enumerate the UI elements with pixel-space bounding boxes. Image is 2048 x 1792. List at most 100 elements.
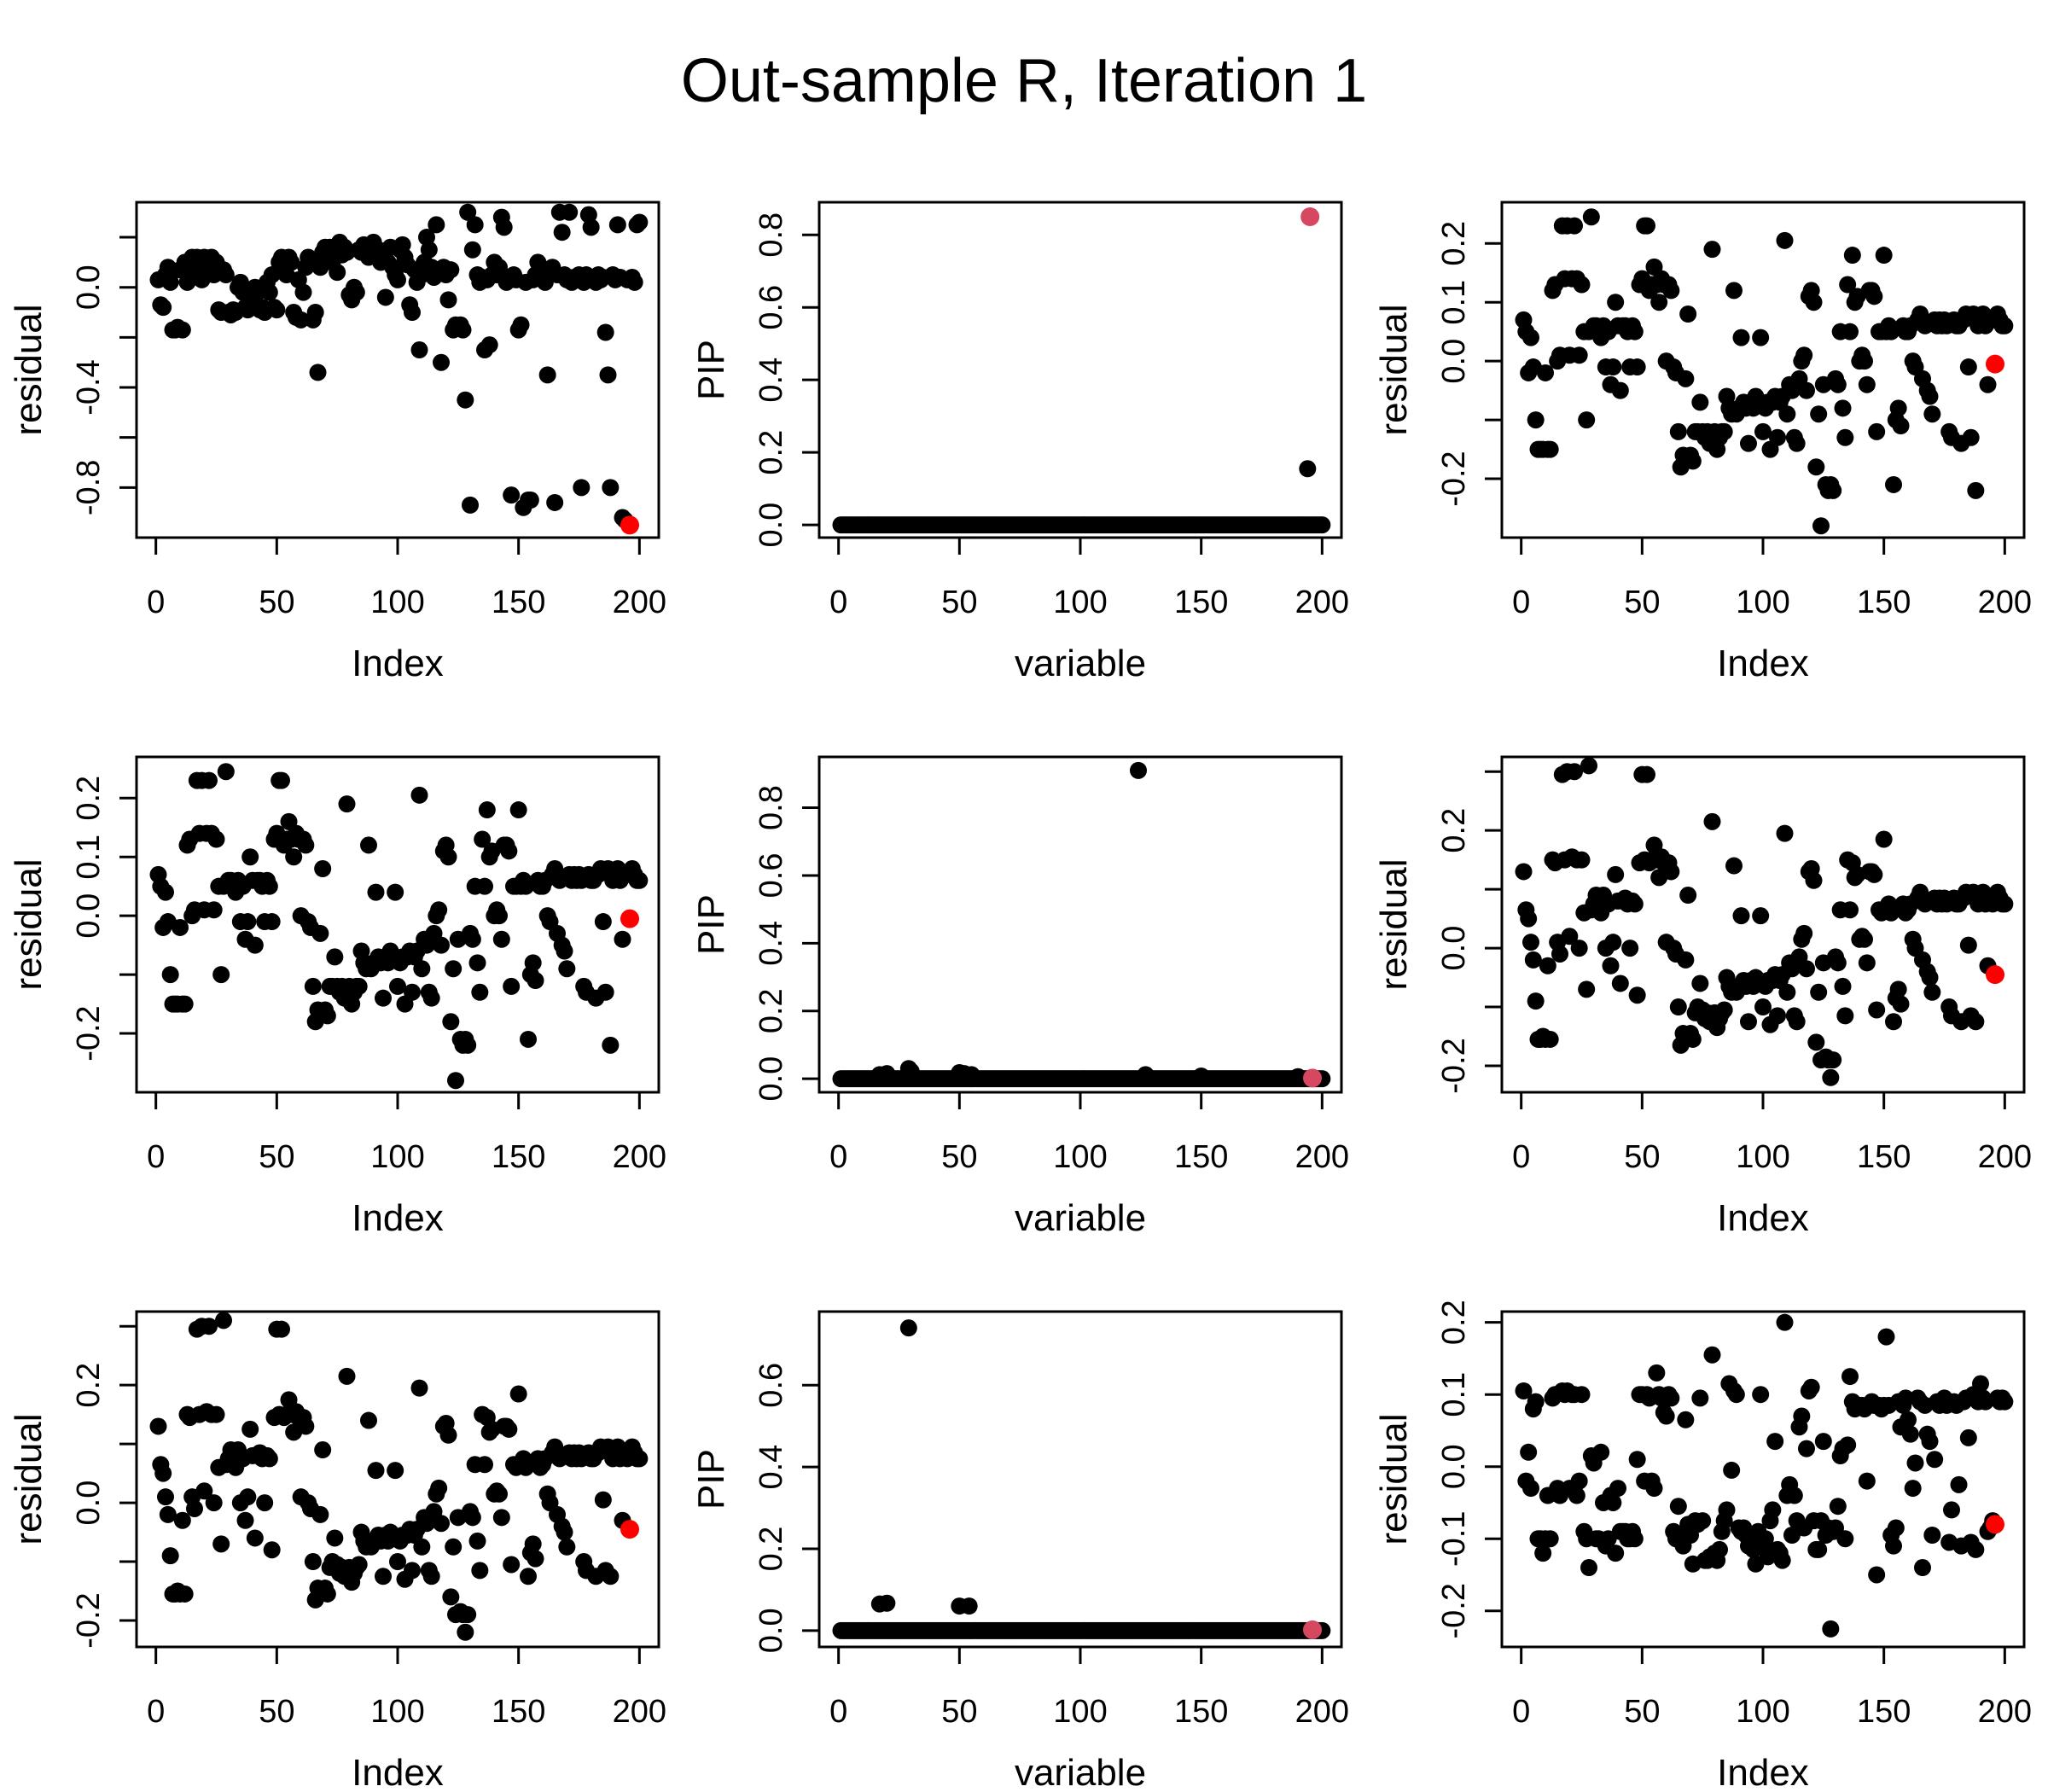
svg-text:Index: Index bbox=[352, 1197, 444, 1237]
svg-text:Index: Index bbox=[352, 1752, 444, 1792]
svg-text:0.6: 0.6 bbox=[753, 853, 789, 899]
svg-text:0.2: 0.2 bbox=[753, 430, 789, 475]
svg-text:0.0: 0.0 bbox=[753, 1608, 789, 1653]
plot-8: 0 50 100 150 200 0.0 0.2 0.4 0.6 variable PIP bbox=[690, 1310, 1349, 1792]
svg-text:200: 200 bbox=[613, 1694, 666, 1730]
svg-text:PIP: PIP bbox=[690, 340, 732, 400]
svg-text:0.0: 0.0 bbox=[1436, 339, 1472, 384]
svg-text:-0.2: -0.2 bbox=[1436, 1038, 1472, 1093]
plot-cell: 0 50 100 150 200 0.2 0.1 0.0 -0.2 Index residual bbox=[1365, 128, 2048, 683]
svg-text:200: 200 bbox=[1295, 1139, 1349, 1175]
svg-text:0.4: 0.4 bbox=[753, 358, 789, 403]
svg-text:-0.4: -0.4 bbox=[71, 359, 107, 415]
svg-text:100: 100 bbox=[370, 1139, 424, 1175]
svg-text:50: 50 bbox=[259, 1139, 294, 1175]
svg-text:0.2: 0.2 bbox=[71, 1363, 107, 1408]
svg-text:100: 100 bbox=[1736, 1139, 1789, 1175]
svg-text:100: 100 bbox=[1736, 1694, 1789, 1730]
plot-cell: 0 50 100 150 200 0.2 0.0 -0.2 Index residual bbox=[1365, 683, 2048, 1237]
svg-text:Index: Index bbox=[1717, 1197, 1809, 1237]
svg-text:0: 0 bbox=[1512, 585, 1530, 620]
svg-text:0.6: 0.6 bbox=[753, 1363, 789, 1408]
svg-text:residual: residual bbox=[8, 1413, 49, 1545]
plot-2: 0 50 100 150 200 0.0 0.2 0.4 0.6 0.8 variable PIP bbox=[690, 201, 1349, 683]
svg-text:-0.2: -0.2 bbox=[1436, 451, 1472, 506]
plot-cell: 0 50 100 150 200 0.2 0.0 -0.2 Index residual bbox=[0, 1237, 683, 1792]
plot-cell: 0 50 100 150 200 0.0 0.2 0.4 0.6 0.8 variable PIP bbox=[683, 128, 1365, 683]
svg-text:0.2: 0.2 bbox=[1436, 221, 1472, 266]
svg-text:150: 150 bbox=[1174, 1694, 1228, 1730]
svg-text:200: 200 bbox=[1978, 585, 2032, 620]
svg-text:200: 200 bbox=[613, 1139, 666, 1175]
svg-text:0.0: 0.0 bbox=[71, 893, 107, 939]
svg-text:200: 200 bbox=[613, 585, 666, 620]
plot-4: 0 50 100 150 200 0.2 0.1 0.0 -0.2 Index residual bbox=[8, 755, 666, 1237]
svg-text:residual: residual bbox=[1373, 1413, 1415, 1545]
svg-text:150: 150 bbox=[1174, 585, 1228, 620]
svg-text:0: 0 bbox=[1512, 1139, 1530, 1175]
svg-text:150: 150 bbox=[1174, 1139, 1228, 1175]
svg-text:100: 100 bbox=[1053, 585, 1107, 620]
plot-5: 0 50 100 150 200 0.0 0.2 0.4 0.6 0.8 variable PIP bbox=[690, 755, 1349, 1237]
svg-text:100: 100 bbox=[370, 1694, 424, 1730]
svg-text:-0.8: -0.8 bbox=[71, 460, 107, 515]
svg-text:0: 0 bbox=[829, 585, 847, 620]
svg-text:0.1: 0.1 bbox=[1436, 280, 1472, 325]
plot-cell: 0 50 100 150 200 0.0 -0.4 -0.8 Index residual bbox=[0, 128, 683, 683]
svg-text:50: 50 bbox=[941, 1139, 977, 1175]
plot-cell: 0 50 100 150 200 0.0 0.2 0.4 0.6 0.8 variable PIP bbox=[683, 683, 1365, 1237]
svg-text:0.2: 0.2 bbox=[71, 776, 107, 821]
svg-text:0.8: 0.8 bbox=[753, 212, 789, 258]
svg-text:50: 50 bbox=[1624, 1694, 1660, 1730]
svg-text:0.2: 0.2 bbox=[1436, 1300, 1472, 1345]
plot-1: 0 50 100 150 200 0.0 -0.4 -0.8 Index residual bbox=[8, 201, 666, 683]
svg-text:100: 100 bbox=[370, 585, 424, 620]
plot-3: 0 50 100 150 200 0.2 0.1 0.0 -0.2 Index residual bbox=[1373, 201, 2032, 683]
svg-text:variable: variable bbox=[1015, 1197, 1146, 1237]
svg-text:0: 0 bbox=[1512, 1694, 1530, 1730]
svg-text:0.4: 0.4 bbox=[753, 921, 789, 966]
svg-text:0: 0 bbox=[829, 1694, 847, 1730]
svg-text:0.2: 0.2 bbox=[1436, 808, 1472, 853]
svg-text:variable: variable bbox=[1015, 1752, 1146, 1792]
svg-text:0: 0 bbox=[147, 1139, 165, 1175]
svg-text:150: 150 bbox=[1857, 1694, 1911, 1730]
svg-text:50: 50 bbox=[1624, 1139, 1660, 1175]
svg-text:0.8: 0.8 bbox=[753, 785, 789, 830]
plot-grid: 0 50 100 150 200 0.0 -0.4 -0.8 Index residual 0 50… bbox=[0, 128, 2048, 1792]
plot-7: 0 50 100 150 200 0.2 0.0 -0.2 Index residual bbox=[8, 1310, 666, 1792]
svg-text:200: 200 bbox=[1978, 1694, 2032, 1730]
svg-text:150: 150 bbox=[1857, 585, 1911, 620]
svg-text:Index: Index bbox=[1717, 643, 1809, 683]
svg-text:0.2: 0.2 bbox=[753, 1527, 789, 1572]
svg-text:PIP: PIP bbox=[690, 1449, 732, 1510]
svg-text:variable: variable bbox=[1015, 643, 1146, 683]
figure-title: Out-sample R, Iteration 1 bbox=[680, 47, 1368, 115]
svg-text:0.0: 0.0 bbox=[1436, 1444, 1472, 1489]
svg-text:0.4: 0.4 bbox=[753, 1445, 789, 1490]
svg-text:150: 150 bbox=[492, 1139, 545, 1175]
svg-text:0.1: 0.1 bbox=[1436, 1372, 1472, 1417]
svg-text:PIP: PIP bbox=[690, 894, 732, 955]
svg-text:-0.2: -0.2 bbox=[1436, 1583, 1472, 1638]
svg-text:50: 50 bbox=[259, 585, 294, 620]
svg-text:residual: residual bbox=[8, 304, 49, 435]
svg-text:0.1: 0.1 bbox=[71, 835, 107, 880]
plot-cell: 0 50 100 150 200 0.0 0.2 0.4 0.6 variable PIP bbox=[683, 1237, 1365, 1792]
svg-text:50: 50 bbox=[941, 585, 977, 620]
svg-text:50: 50 bbox=[941, 1694, 977, 1730]
plot-cell: 0 50 100 150 200 0.2 0.1 0.0 -0.1 -0.2 Index residu… bbox=[1365, 1237, 2048, 1792]
svg-text:0: 0 bbox=[147, 585, 165, 620]
svg-text:200: 200 bbox=[1295, 585, 1349, 620]
svg-text:0.6: 0.6 bbox=[753, 285, 789, 330]
svg-text:50: 50 bbox=[259, 1694, 294, 1730]
svg-text:0.0: 0.0 bbox=[71, 1481, 107, 1526]
svg-text:-0.1: -0.1 bbox=[1436, 1510, 1472, 1566]
svg-text:-0.2: -0.2 bbox=[71, 1592, 107, 1648]
svg-text:100: 100 bbox=[1736, 585, 1789, 620]
svg-text:150: 150 bbox=[492, 585, 545, 620]
svg-text:100: 100 bbox=[1053, 1694, 1107, 1730]
svg-text:0: 0 bbox=[147, 1694, 165, 1730]
svg-text:Index: Index bbox=[1717, 1752, 1809, 1792]
